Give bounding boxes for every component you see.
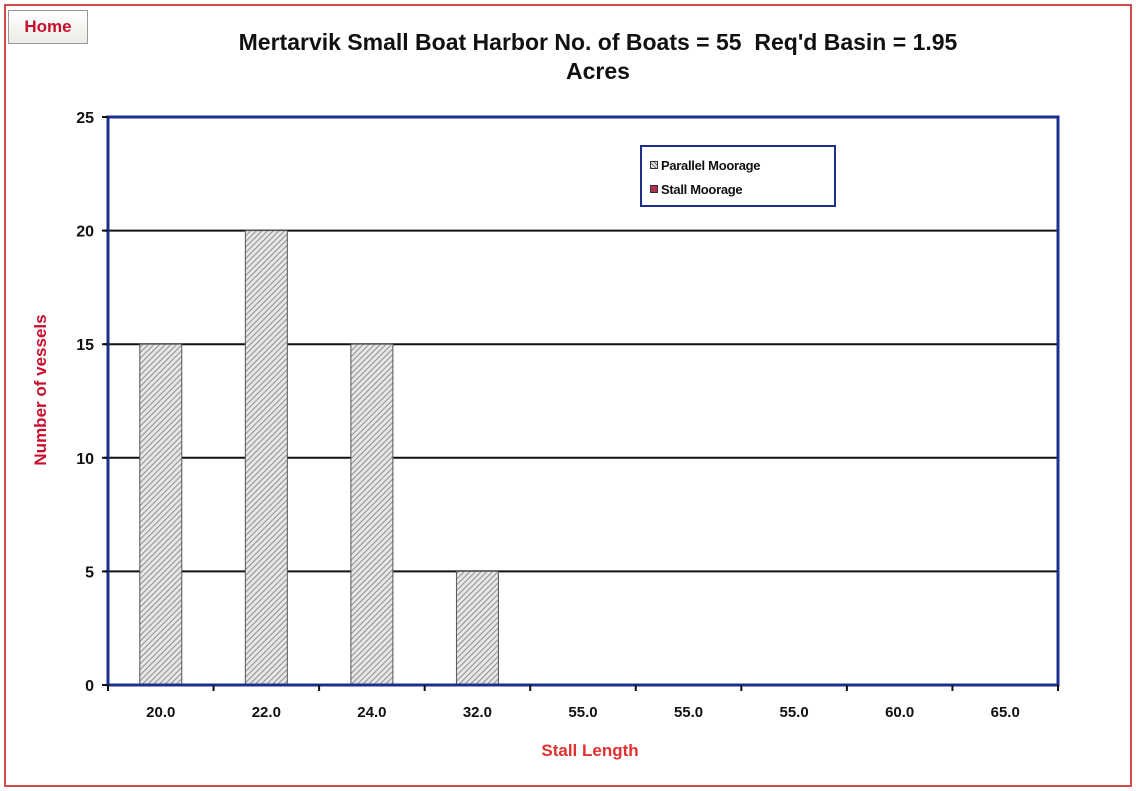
x-tick-label: 22.0 bbox=[252, 704, 281, 721]
x-tick-label: 24.0 bbox=[357, 704, 386, 721]
x-tick-label: 55.0 bbox=[780, 704, 809, 721]
bar-stall-moorage bbox=[244, 230, 288, 686]
bar-stall-moorage bbox=[455, 570, 499, 686]
y-tick-label: 5 bbox=[85, 564, 94, 581]
y-axis-label: Number of vessels bbox=[31, 314, 50, 466]
home-button[interactable]: Home bbox=[8, 10, 88, 44]
plot-area-border bbox=[106, 115, 1060, 687]
y-tick-label: 0 bbox=[85, 678, 94, 695]
y-tick-label: 25 bbox=[76, 110, 94, 127]
legend-item-stall: Stall Moorage bbox=[650, 177, 834, 201]
y-tick-label: 10 bbox=[76, 451, 94, 468]
bar-stall-moorage bbox=[350, 343, 394, 686]
chart-title: Mertarvik Small Boat Harbor No. of Boats… bbox=[238, 29, 958, 84]
chart-legend: Parallel Moorage Stall Moorage bbox=[640, 145, 836, 207]
x-axis-label: Stall Length bbox=[541, 741, 639, 760]
legend-item-parallel: Parallel Moorage bbox=[650, 153, 834, 177]
bar-stall-moorage bbox=[139, 343, 183, 686]
y-axis-label-box: Number of vessels bbox=[6, 260, 76, 520]
x-tick-label: 55.0 bbox=[568, 704, 597, 721]
y-tick-label: 20 bbox=[76, 224, 94, 241]
stall-swatch-icon bbox=[650, 185, 658, 193]
x-tick-label: 65.0 bbox=[991, 704, 1020, 721]
legend-label-stall: Stall Moorage bbox=[661, 181, 743, 197]
x-tick-label: 60.0 bbox=[885, 704, 914, 721]
page-frame bbox=[4, 4, 1132, 787]
parallel-swatch-icon bbox=[650, 161, 658, 169]
legend-label-parallel: Parallel Moorage bbox=[661, 157, 761, 173]
x-tick-label: 20.0 bbox=[146, 704, 175, 721]
x-tick-label: 55.0 bbox=[674, 704, 703, 721]
x-tick-label: 32.0 bbox=[463, 704, 492, 721]
y-tick-label: 15 bbox=[76, 337, 94, 354]
